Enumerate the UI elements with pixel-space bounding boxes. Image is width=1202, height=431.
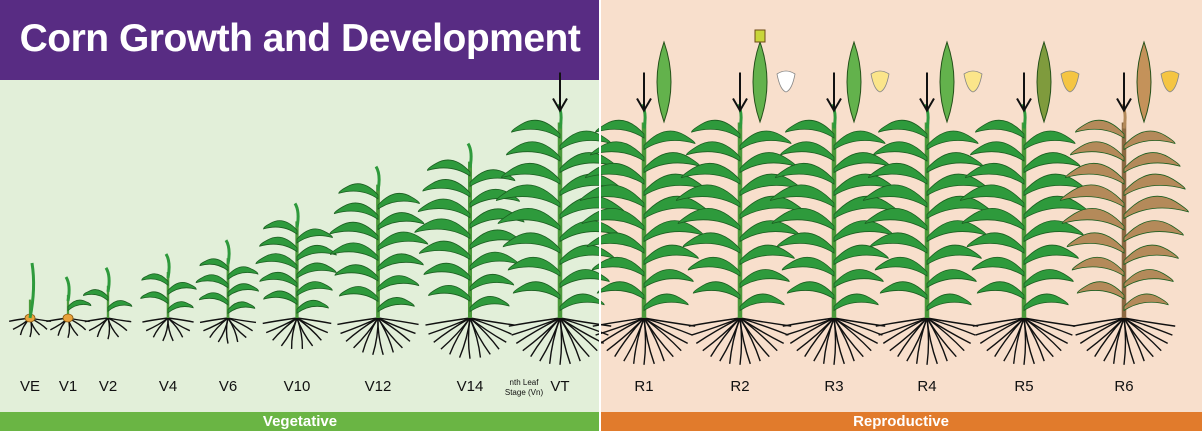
kernel-icon (963, 70, 983, 93)
stage-label: V4 (158, 378, 178, 395)
ear-detail (939, 40, 983, 124)
stage-label: R6 (1114, 378, 1134, 395)
stage-label: nth Leaf Stage (Vn) (504, 378, 544, 397)
plant-v4 (140, 253, 197, 342)
stage-label: V12 (364, 378, 392, 395)
stage-label: R3 (824, 378, 844, 395)
ear-detail (1136, 40, 1180, 124)
kernel-icon (1160, 70, 1180, 93)
plant-v6 (195, 239, 259, 344)
stage-label: R5 (1014, 378, 1034, 395)
plant-v1 (46, 276, 92, 339)
stage-label: R4 (917, 378, 937, 395)
plant-v12 (329, 165, 429, 355)
plant-ve (8, 262, 51, 338)
plant-v2 (83, 267, 133, 340)
kernel-icon (776, 70, 796, 93)
plant-r5 (959, 40, 1089, 365)
stage-label: VT (550, 378, 570, 395)
plant-v10 (255, 202, 337, 349)
stage-label: VE (19, 378, 40, 395)
plant-r1 (579, 40, 709, 365)
kernel-icon (1060, 70, 1080, 93)
plant-vt (495, 72, 625, 365)
phase-divider (599, 0, 601, 431)
plant-r3 (769, 40, 899, 365)
stage-label: R2 (730, 378, 750, 395)
ear-detail (656, 40, 672, 124)
stage-label: V1 (58, 378, 78, 395)
stage-label: V10 (283, 378, 311, 395)
stage-label: R1 (634, 378, 654, 395)
ear-detail (846, 40, 890, 124)
kernel-icon (870, 70, 890, 93)
stage-label: V14 (456, 378, 484, 395)
stage-label: V6 (218, 378, 238, 395)
plant-r6 (1059, 40, 1189, 365)
phase-bar-vegetative: Vegetative (0, 412, 600, 431)
title-band (0, 0, 600, 80)
phase-bar-reproductive: Reproductive (600, 412, 1202, 431)
ear-detail (1036, 40, 1080, 124)
ear-detail (752, 29, 796, 124)
page-title: Corn Growth and Development (19, 17, 581, 60)
stage-label: V2 (98, 378, 118, 395)
